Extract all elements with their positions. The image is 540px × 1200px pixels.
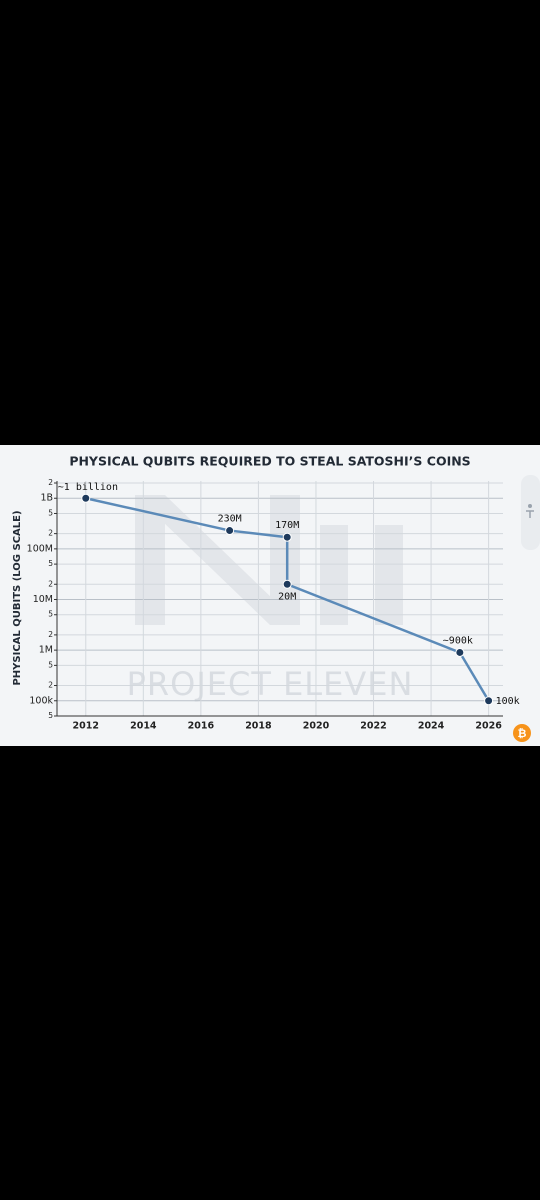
logo-part [375, 525, 403, 625]
x-tick-label: 2016 [188, 721, 215, 732]
y-tick-label: 2 [48, 630, 53, 639]
data-label: 170M [275, 520, 299, 531]
data-point [282, 532, 292, 542]
y-tick-label: 2 [48, 579, 53, 588]
y-tick-label: 5 [48, 711, 53, 720]
data-point [81, 493, 91, 503]
data-label: 100k [496, 696, 520, 707]
y-tick-label: 2 [48, 681, 53, 690]
x-tick-label: 2020 [303, 721, 330, 732]
x-tick-label: 2014 [130, 721, 157, 732]
data-point [455, 647, 465, 657]
x-tick-label: 2022 [360, 721, 386, 732]
y-tick-label: 2 [48, 529, 53, 538]
plot: 2 1B 5 2 100M 5 2 10M 5 2 1M 5 2 100k 5 2012 2014 2016 201… [27, 478, 520, 732]
y-tick-label: 5 [48, 610, 53, 619]
data-label: 230M [218, 514, 242, 525]
x-tick-label: 2026 [475, 721, 502, 732]
data-line [85, 497, 490, 702]
y-tick-label: 100k [29, 695, 53, 706]
y-tick-label: 1B [40, 493, 53, 504]
y-axis-label: PHYSICAL QUBITS (LOG SCALE) [12, 510, 23, 685]
data-label: 20M [278, 591, 296, 602]
logo-part [270, 495, 300, 625]
bitcoin-symbol: ₿ [518, 727, 527, 740]
data-point [225, 526, 235, 536]
y-tick-label: 1M [39, 645, 53, 656]
y-tick-label: 5 [48, 508, 53, 517]
accessibility-icon[interactable] [528, 504, 532, 508]
x-tick-label: 2018 [245, 721, 272, 732]
x-tick-label: 2012 [73, 721, 99, 732]
bitcoin-icon [513, 724, 531, 742]
logo-part [320, 525, 348, 625]
data-point [282, 579, 292, 589]
y-tick-label: 2 [48, 478, 53, 487]
x-tick-label: 2024 [418, 721, 445, 732]
data-label: ~900k [443, 635, 473, 646]
chart-title: PHYSICAL QUBITS REQUIRED TO STEAL SATOSH… [69, 454, 470, 469]
y-tick-label: 5 [48, 559, 53, 568]
watermark: PROJECT ELEVEN [127, 665, 414, 703]
data-label: ~1 billion [58, 482, 118, 493]
y-tick-label: 5 [48, 660, 53, 669]
y-tick-label: 100M [27, 543, 53, 554]
data-point [484, 696, 494, 706]
y-tick-label: 10M [33, 594, 53, 605]
